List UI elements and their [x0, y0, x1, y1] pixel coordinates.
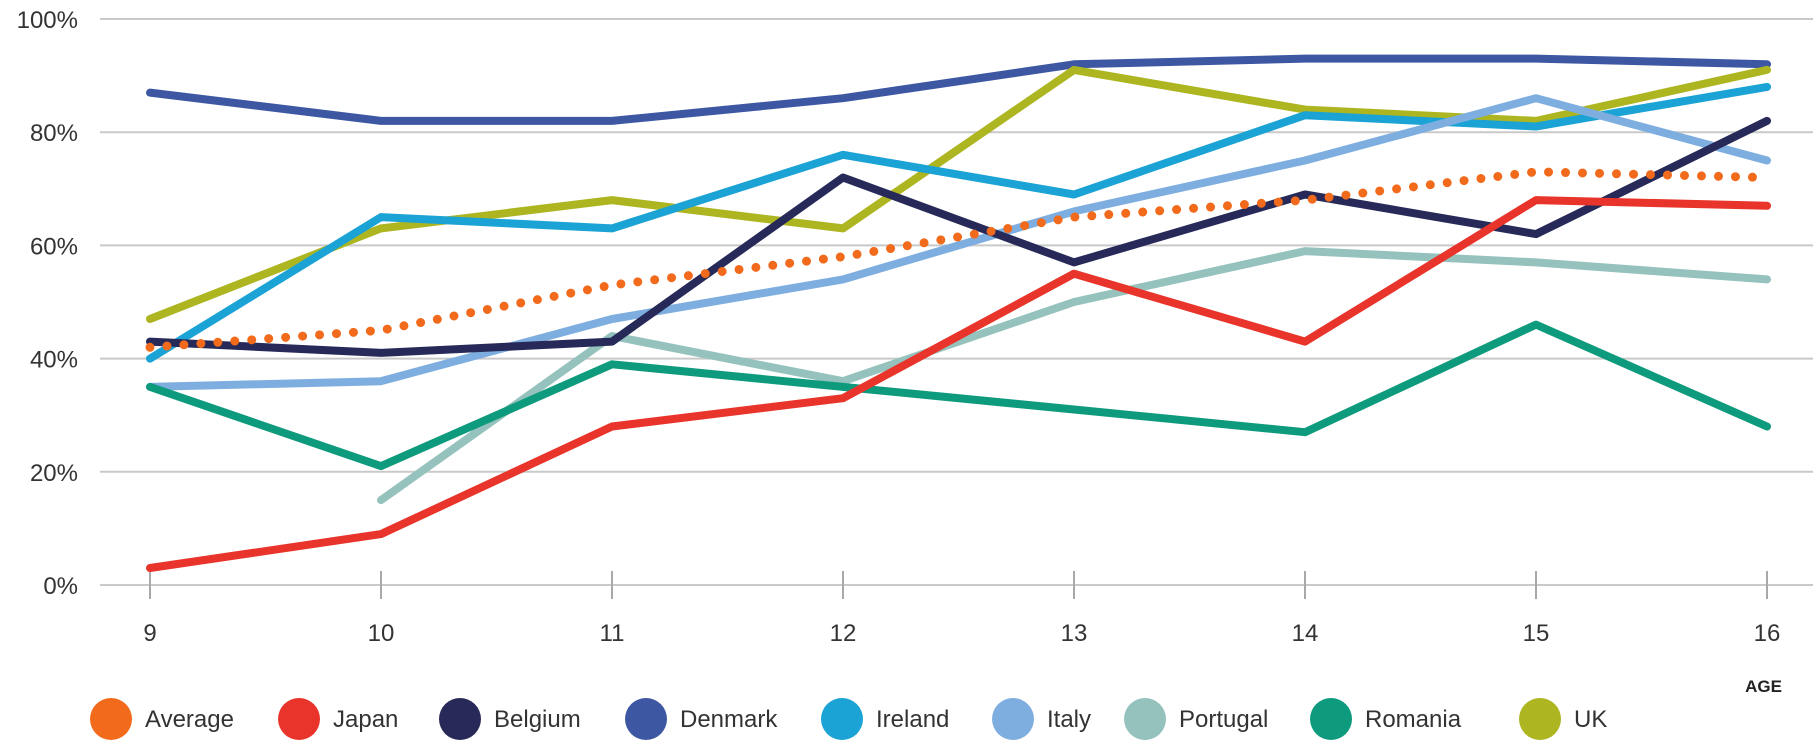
- y-axis-tick-labels: 0% 20% 40% 60% 80% 100%: [17, 7, 78, 600]
- legend-item-average: Average: [90, 698, 234, 740]
- series-line-average: [145, 167, 1772, 352]
- series-lines: [145, 54, 1772, 572]
- x-tick-label: 13: [1061, 620, 1088, 647]
- legend-swatch: [90, 698, 132, 740]
- series-line-portugal: [377, 247, 1771, 505]
- y-tick-label: 0%: [43, 573, 78, 600]
- legend-item-italy: Italy: [992, 698, 1091, 740]
- legend-item-belgium: Belgium: [439, 698, 581, 740]
- series-line-romania: [146, 320, 1771, 471]
- legend-item-ireland: Ireland: [821, 698, 949, 740]
- series-line-ireland: [146, 82, 1771, 363]
- legend-swatch: [1124, 698, 1166, 740]
- series-line-italy: [146, 94, 1771, 391]
- legend-swatch: [821, 698, 863, 740]
- x-tick-label: 11: [600, 620, 625, 647]
- legend-label: Ireland: [876, 706, 949, 733]
- legend-label: Average: [145, 706, 234, 733]
- y-tick-label: 20%: [30, 460, 78, 487]
- legend-swatch: [1310, 698, 1352, 740]
- legend-item-japan: Japan: [278, 698, 398, 740]
- series-line-uk: [146, 65, 1771, 323]
- legend-swatch: [625, 698, 667, 740]
- x-tick-label: 15: [1523, 620, 1550, 647]
- legend-label: Denmark: [680, 706, 778, 733]
- legend-label: UK: [1574, 706, 1607, 733]
- legend-label: Belgium: [494, 706, 581, 733]
- legend-label: Japan: [333, 706, 398, 733]
- x-tick-label: 12: [830, 620, 857, 647]
- x-tick-label: 16: [1754, 620, 1781, 647]
- series-line-japan: [146, 196, 1771, 572]
- legend-label: Romania: [1365, 706, 1462, 733]
- legend: Average Japan Belgium Denmark Ireland Italy Po…: [90, 698, 1607, 740]
- x-tick-label: 14: [1292, 620, 1319, 647]
- series-line-denmark: [146, 54, 1771, 125]
- x-tick-label: 9: [143, 620, 156, 647]
- legend-swatch: [278, 698, 320, 740]
- y-tick-label: 80%: [30, 120, 78, 147]
- legend-label: Italy: [1047, 706, 1091, 733]
- x-axis-title: AGE: [1745, 677, 1782, 696]
- grid-lines: [100, 18, 1813, 586]
- legend-swatch: [992, 698, 1034, 740]
- y-tick-label: 100%: [17, 7, 78, 34]
- legend-item-romania: Romania: [1310, 698, 1462, 740]
- legend-swatch: [439, 698, 481, 740]
- legend-item-portugal: Portugal: [1124, 698, 1268, 740]
- x-tick-label: 10: [368, 620, 395, 647]
- y-tick-label: 60%: [30, 233, 78, 260]
- x-axis-ticks: 9 10 11 12 13 14 15 16: [143, 571, 1780, 647]
- legend-swatch: [1519, 698, 1561, 740]
- y-tick-label: 40%: [30, 347, 78, 374]
- legend-label: Portugal: [1179, 706, 1268, 733]
- legend-item-denmark: Denmark: [625, 698, 778, 740]
- legend-item-uk: UK: [1519, 698, 1607, 740]
